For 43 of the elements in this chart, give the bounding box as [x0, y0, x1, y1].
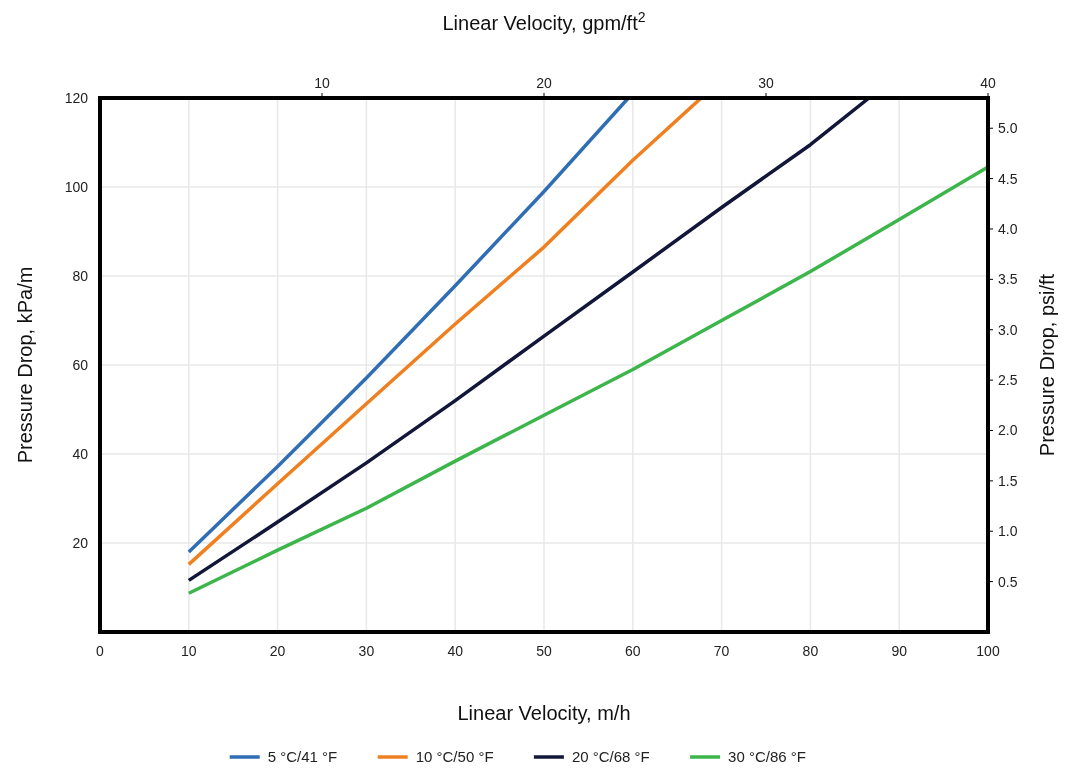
y2-tick-label: 3.5	[998, 271, 1018, 288]
line-series	[187, 98, 703, 567]
y2-tick-label: 3.0	[998, 321, 1018, 338]
x-tick-label: 90	[891, 643, 908, 659]
y-tick-label: 20	[72, 535, 89, 551]
y2-tick-label: 2.0	[998, 422, 1018, 439]
x2-tick-label: 40	[980, 75, 996, 91]
x-axis-title: Linear Velocity, m/h	[457, 702, 631, 724]
x-tick-label: 10	[181, 643, 197, 659]
x-tick-label: 80	[802, 643, 819, 659]
y-tick-label: 40	[72, 446, 89, 462]
x2-axis-title: Linear Velocity, gpm/ft$^{2}$	[442, 9, 646, 34]
line-series	[187, 98, 871, 583]
y2-tick-label: 5.0	[998, 120, 1018, 137]
line-series	[187, 98, 631, 554]
x-tick-label: 70	[713, 643, 730, 659]
x-tick-label: 0	[96, 643, 105, 659]
y2-tick-label: 1.5	[998, 472, 1018, 489]
y2-tick-label: 1.0	[998, 523, 1018, 540]
y-tick-label: 80	[72, 268, 89, 284]
x2-tick-label: 20	[536, 75, 552, 91]
legend-label: 5 °C/41 °F	[267, 748, 338, 765]
y2-tick-label: 0.5	[998, 573, 1018, 590]
x-tick-label: 30	[358, 643, 375, 659]
y-tick-label: 120	[64, 90, 89, 106]
legend-label: 30 °C/86 °F	[728, 748, 806, 765]
line-series	[187, 165, 988, 596]
x-tick-label: 20	[269, 643, 286, 659]
y-tick-label: 100	[64, 179, 89, 195]
x-tick-label: 100	[976, 643, 1000, 659]
y-tick-label: 60	[72, 357, 89, 373]
legend-label: 10 °C/50 °F	[415, 748, 494, 765]
legend-label: 20 °C/68 °F	[571, 748, 650, 765]
x2-tick-label: 10	[314, 75, 330, 91]
y2-tick-label: 4.0	[998, 220, 1018, 237]
x-tick-label: 60	[625, 643, 641, 659]
y2-axis-title: Pressure Drop, psi/ft	[1036, 273, 1058, 457]
y2-tick-label: 4.5	[998, 170, 1018, 187]
y2-tick-label: 2.5	[998, 372, 1018, 389]
x2-tick-label: 30	[758, 75, 774, 91]
y-axis-title: Pressure Drop, kPa/m	[14, 266, 36, 464]
x-tick-label: 40	[447, 643, 464, 659]
x-tick-label: 50	[536, 643, 552, 659]
